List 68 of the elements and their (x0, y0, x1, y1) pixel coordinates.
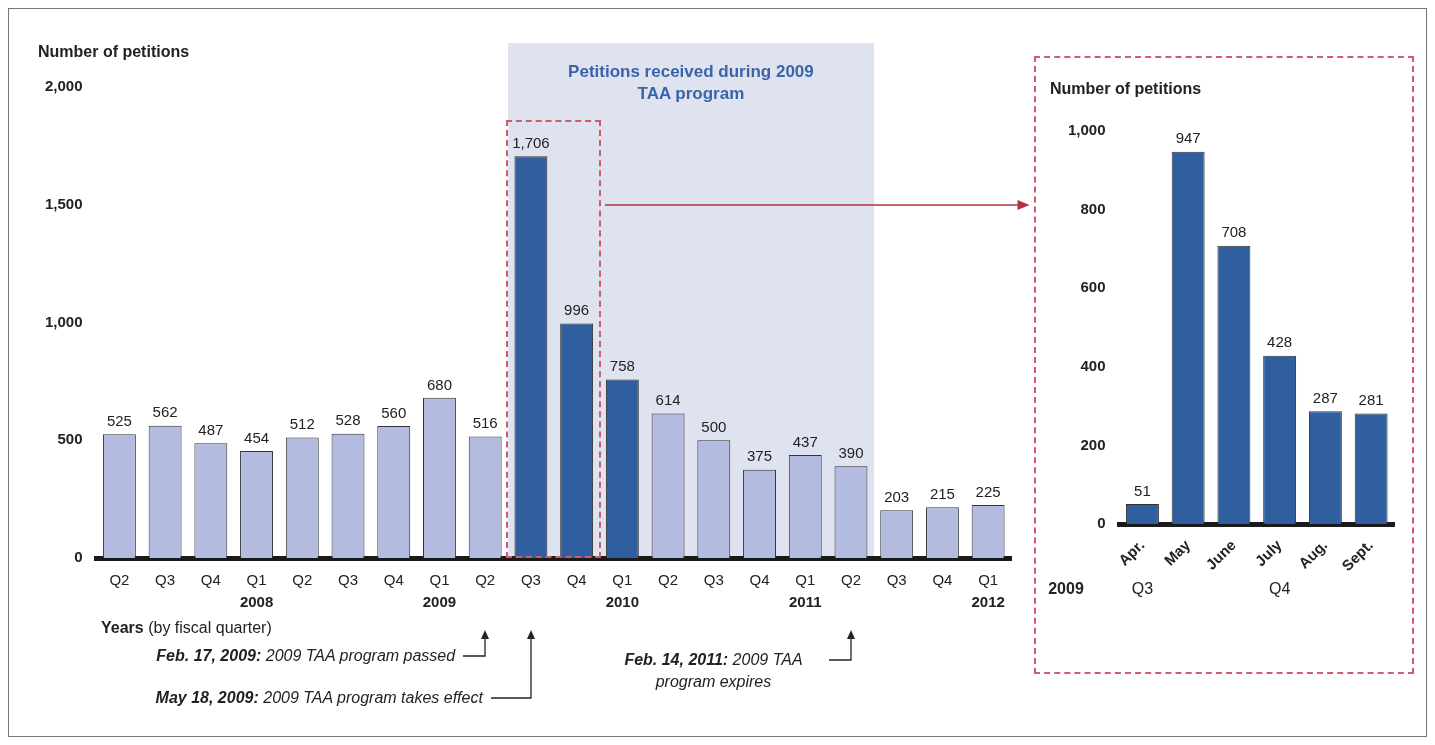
data-label: 487 (198, 420, 224, 438)
category-label: Q1 2012 (971, 570, 1005, 610)
data-label: 614 (655, 391, 681, 409)
x-tick-label: Q3 (338, 570, 359, 588)
data-label: 437 (792, 432, 818, 450)
y-tick-label: 200 (1080, 435, 1106, 453)
category-label: Q1 2010 (605, 570, 640, 610)
x-tick-label: Q4 (383, 570, 404, 588)
y-tick-label: 600 (1080, 278, 1106, 296)
x-tick-label: Q3 (155, 570, 176, 588)
y-tick-label: 0 (74, 548, 83, 566)
text: Feb. 14, 2011: 2009 TAA program expires (624, 651, 803, 690)
text: May 18, 2009: 2009 TAA program takes effect (155, 689, 483, 706)
x-tick-label: Q2 (109, 570, 130, 588)
x-tick-label: Q2 (475, 570, 496, 588)
x-tick-label: Q2 (292, 570, 313, 588)
category-label: Q1 2011 (788, 570, 822, 610)
x-tick-label: Q3 (520, 570, 541, 588)
data-label: 680 (426, 375, 452, 393)
data-label: 281 (1358, 391, 1384, 409)
x-tick-label: Apr. (1114, 536, 1148, 569)
data-label: 500 (701, 417, 727, 435)
y-axis-title: Number of petitions (38, 43, 190, 61)
data-label: 708 (1221, 223, 1247, 241)
x-tick-label: Q2 (840, 570, 861, 588)
data-label: 996 (564, 301, 590, 319)
y-tick-label: 500 (57, 430, 83, 448)
data-label: 203 (884, 487, 910, 505)
y-tick-label: 2,000 (44, 77, 83, 95)
data-label: 528 (335, 411, 361, 429)
data-label: 51 (1134, 481, 1151, 499)
y-tick-label: 400 (1080, 356, 1106, 374)
x-tick-label: Q3 (886, 570, 907, 588)
data-label: 390 (838, 443, 864, 461)
data-label: 225 (975, 482, 1001, 500)
x-tick-label: Q4 (932, 570, 953, 588)
y-tick-label: 1,000 (1067, 121, 1106, 139)
text: 2009 (1048, 580, 1084, 598)
data-label: 516 (472, 414, 498, 432)
x-tick-label: Q2 (658, 570, 679, 588)
category-label: Q1 2008 (239, 570, 274, 610)
data-label: 525 (106, 412, 132, 429)
x-tick-label: Q4 (200, 570, 221, 588)
y-axis-title: Number of petitions (1050, 80, 1202, 98)
data-label: 287 (1312, 388, 1338, 406)
y-tick-label: 800 (1080, 199, 1106, 217)
x-tick-label: Aug. (1294, 536, 1331, 572)
data-label: 1,706 (512, 133, 550, 151)
data-label: 562 (152, 403, 178, 421)
x-tick-label: Q4 (749, 570, 770, 588)
x-tick-label: July (1251, 535, 1286, 570)
y-tick-label: 0 (1097, 514, 1106, 532)
text: Feb. 17, 2009: 2009 TAA program passed (156, 647, 456, 664)
data-label: 758 (609, 357, 635, 375)
data-label: 375 (747, 447, 773, 465)
y-tick-label: 1,000 (44, 312, 83, 330)
data-label: 512 (289, 415, 315, 433)
y-tick-label: 1,500 (44, 194, 83, 212)
x-tick-label: Q3 (703, 570, 724, 588)
data-label: 428 (1267, 333, 1293, 351)
data-label: 215 (929, 485, 955, 503)
data-label: 947 (1175, 129, 1201, 147)
category-label: Q1 2009 (422, 570, 457, 610)
annotation: Petitions received during 2009 TAA program (567, 61, 815, 105)
x-axis-title: Years (by fiscal quarter) (101, 619, 272, 637)
x-tick-label: Q4 (566, 570, 587, 588)
data-label: 454 (244, 428, 270, 446)
data-label: 560 (381, 403, 407, 421)
